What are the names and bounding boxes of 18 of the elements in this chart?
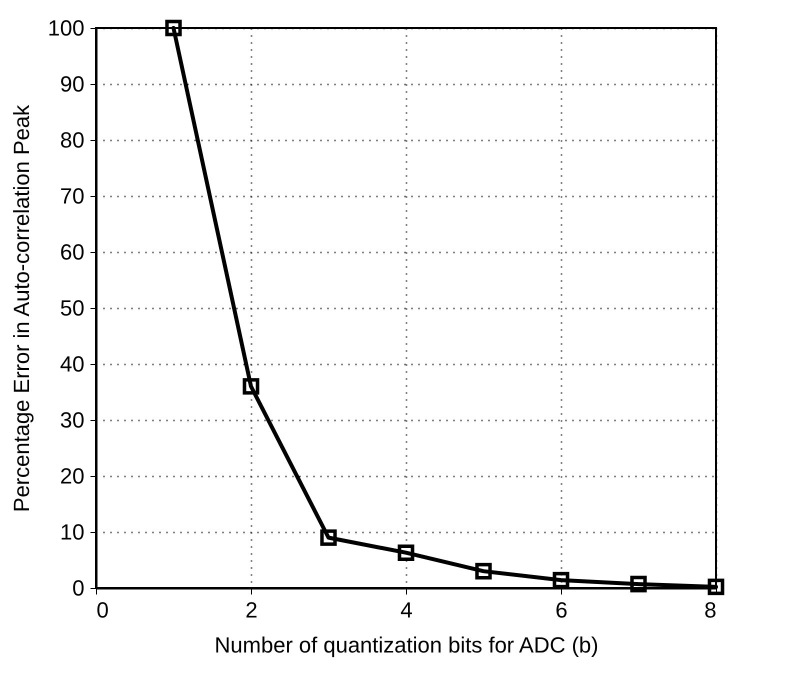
x-axis-title: Number of quantization bits for ADC (b) xyxy=(214,632,598,658)
y-tick-label: 0 xyxy=(72,576,84,600)
y-axis-title: Percentage Error in Auto-correlation Peak xyxy=(8,104,34,512)
x-tick-label: 6 xyxy=(555,598,568,622)
y-tick-label: 30 xyxy=(60,408,84,432)
y-tick-label: 70 xyxy=(60,184,84,208)
x-tick-label: 0 xyxy=(96,598,109,622)
x-tick-label: 8 xyxy=(704,598,716,622)
y-tick-label: 100 xyxy=(48,16,84,40)
y-tick-label: 90 xyxy=(60,72,84,96)
y-tick-label: 50 xyxy=(60,296,84,320)
y-tick-label: 10 xyxy=(60,520,84,544)
y-tick-label: 20 xyxy=(60,464,84,488)
x-tick-label: 2 xyxy=(245,598,258,622)
y-tick-label: 40 xyxy=(60,352,84,376)
x-tick-label: 4 xyxy=(400,598,413,622)
y-tick-label: 60 xyxy=(60,240,84,264)
y-tick-label: 80 xyxy=(60,128,84,152)
